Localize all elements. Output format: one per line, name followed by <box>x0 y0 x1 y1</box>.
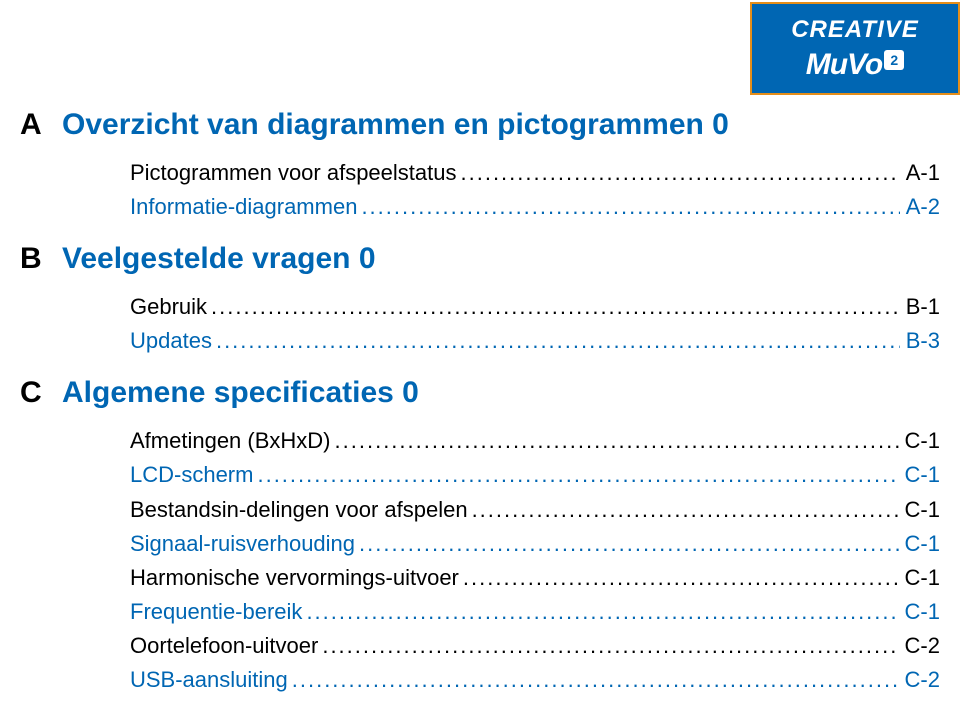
toc-row: Bestandsin-delingen voor afspelen.......… <box>130 493 940 527</box>
toc-content: A Overzicht van diagrammen en pictogramme… <box>20 108 940 715</box>
toc-page: C-1 <box>899 493 940 527</box>
toc-row: LCD-scherm..............................… <box>130 458 940 492</box>
toc-items-block: Afmetingen (BxHxD)......................… <box>130 424 940 697</box>
toc-leader-dots: ........................................… <box>318 629 898 663</box>
brand-logo: CREATIVE MuVo 2 <box>750 2 960 95</box>
toc-section-heading: B Veelgestelde vragen 0 <box>20 242 940 276</box>
toc-page: C-2 <box>899 663 940 697</box>
toc-leader-dots: ........................................… <box>212 324 900 358</box>
toc-row: Informatie-diagrammen...................… <box>130 190 940 224</box>
toc-page: C-1 <box>899 595 940 629</box>
toc-label: Informatie-diagrammen <box>130 190 357 224</box>
logo-product-text: MuVo <box>806 48 883 82</box>
logo-badge: 2 <box>884 50 904 70</box>
toc-items-block: Gebruik.................................… <box>130 290 940 358</box>
section-title: Algemene specificaties 0 <box>62 376 419 410</box>
toc-section-heading: A Overzicht van diagrammen en pictogramme… <box>20 108 940 142</box>
toc-label: Updates <box>130 324 212 358</box>
toc-label: LCD-scherm <box>130 458 253 492</box>
toc-label: Bestandsin-delingen voor afspelen <box>130 493 468 527</box>
logo-product-wrap: MuVo 2 <box>806 48 905 82</box>
toc-leader-dots: ........................................… <box>468 493 899 527</box>
toc-label: Gebruik <box>130 290 207 324</box>
toc-page: A-1 <box>900 156 940 190</box>
toc-row: Oortelefoon-uitvoer.....................… <box>130 629 940 663</box>
toc-page: C-1 <box>899 527 940 561</box>
toc-leader-dots: ........................................… <box>355 527 899 561</box>
toc-page: C-2 <box>899 629 940 663</box>
toc-row: Frequentie-bereik.......................… <box>130 595 940 629</box>
section-title: Overzicht van diagrammen en pictogrammen… <box>62 108 729 142</box>
toc-row: Harmonische vervormings-uitvoer.........… <box>130 561 940 595</box>
toc-label: Afmetingen (BxHxD) <box>130 424 331 458</box>
toc-leader-dots: ........................................… <box>331 424 899 458</box>
toc-items-block: Pictogrammen voor afspeelstatus.........… <box>130 156 940 224</box>
toc-label: Frequentie-bereik <box>130 595 302 629</box>
toc-leader-dots: ........................................… <box>302 595 898 629</box>
toc-label: Oortelefoon-uitvoer <box>130 629 318 663</box>
toc-label: Harmonische vervormings-uitvoer <box>130 561 459 595</box>
toc-label: Signaal-ruisverhouding <box>130 527 355 561</box>
toc-page: B-3 <box>900 324 940 358</box>
section-letter: A <box>20 108 46 142</box>
toc-row: USB-aansluiting.........................… <box>130 663 940 697</box>
toc-label: Pictogrammen voor afspeelstatus <box>130 156 457 190</box>
toc-page: C-1 <box>899 424 940 458</box>
toc-page: C-1 <box>899 561 940 595</box>
toc-row: Updates.................................… <box>130 324 940 358</box>
toc-leader-dots: ........................................… <box>288 663 899 697</box>
toc-row: Afmetingen (BxHxD)......................… <box>130 424 940 458</box>
toc-row: Gebruik.................................… <box>130 290 940 324</box>
toc-section-heading: C Algemene specificaties 0 <box>20 376 940 410</box>
logo-brand-text: CREATIVE <box>791 16 919 44</box>
toc-leader-dots: ........................................… <box>457 156 900 190</box>
toc-label: USB-aansluiting <box>130 663 288 697</box>
toc-leader-dots: ........................................… <box>459 561 899 595</box>
section-title: Veelgestelde vragen 0 <box>62 242 376 276</box>
toc-leader-dots: ........................................… <box>357 190 899 224</box>
section-letter: B <box>20 242 46 276</box>
toc-leader-dots: ........................................… <box>207 290 900 324</box>
toc-page: C-1 <box>899 458 940 492</box>
section-letter: C <box>20 376 46 410</box>
toc-page: A-2 <box>900 190 940 224</box>
toc-row: Signaal-ruisverhouding..................… <box>130 527 940 561</box>
toc-page: B-1 <box>900 290 940 324</box>
toc-leader-dots: ........................................… <box>253 458 898 492</box>
toc-row: Pictogrammen voor afspeelstatus.........… <box>130 156 940 190</box>
